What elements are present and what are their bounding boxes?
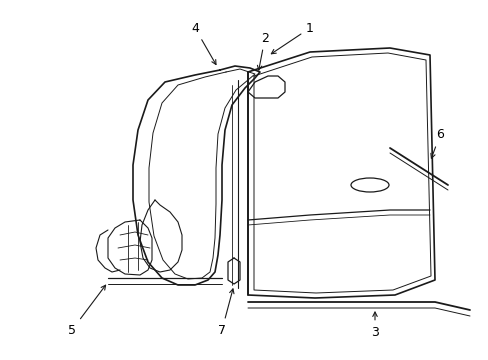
Text: 5: 5 [68, 285, 105, 337]
Text: 1: 1 [271, 22, 313, 54]
Text: 3: 3 [370, 312, 378, 338]
Text: 4: 4 [191, 22, 216, 64]
Text: 6: 6 [430, 129, 443, 158]
Text: 7: 7 [218, 289, 233, 337]
Text: 2: 2 [257, 31, 268, 70]
